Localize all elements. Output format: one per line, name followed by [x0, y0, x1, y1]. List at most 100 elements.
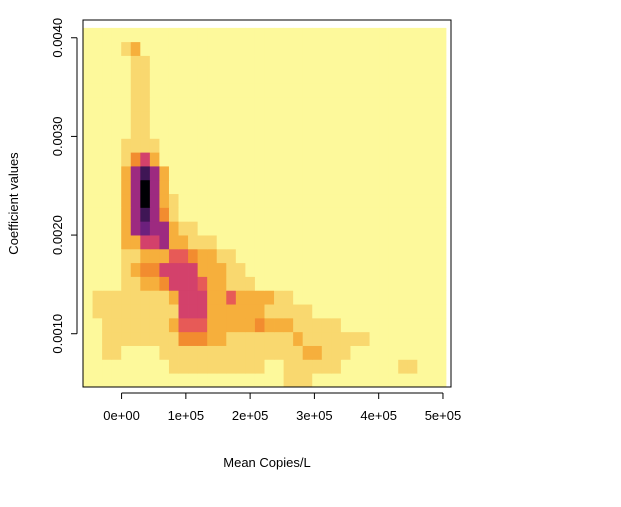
heatmap-cell	[168, 317, 179, 333]
heatmap-cell	[293, 290, 304, 305]
heatmap-cell	[102, 41, 113, 56]
heatmap-cell	[207, 124, 218, 139]
heatmap-cell	[207, 331, 218, 346]
heatmap-cell	[312, 41, 323, 56]
heatmap-cell	[321, 262, 332, 277]
heatmap-cell	[264, 27, 275, 43]
heatmap-cell	[426, 207, 437, 222]
heatmap-cell	[350, 110, 361, 125]
heatmap-cell	[426, 345, 437, 360]
heatmap-cell	[178, 83, 189, 98]
heatmap-cell	[83, 27, 93, 43]
heatmap-cell	[283, 179, 294, 195]
heatmap-cell	[426, 124, 437, 139]
heatmap-cell	[254, 193, 265, 208]
heatmap-cell	[188, 83, 199, 98]
heatmap-cell	[140, 276, 151, 291]
heatmap-cell	[226, 124, 237, 139]
heatmap-cell	[83, 110, 93, 125]
heatmap-cell	[254, 317, 265, 333]
heatmap-cell	[407, 345, 418, 360]
heatmap-cell	[379, 248, 390, 264]
heatmap-cell	[283, 304, 294, 319]
heatmap-cell	[350, 221, 361, 236]
heatmap-cell	[293, 166, 304, 181]
heatmap-cell	[207, 373, 218, 388]
heatmap-cell	[197, 69, 208, 84]
heatmap-cell	[417, 235, 428, 250]
heatmap-cell	[245, 207, 256, 222]
heatmap-cell	[111, 221, 122, 236]
heatmap-cell	[388, 83, 399, 98]
heatmap-cell	[379, 317, 390, 333]
heatmap-cell	[188, 124, 199, 139]
heatmap-cell	[140, 83, 151, 98]
heatmap-cell	[369, 345, 380, 360]
heatmap-cell	[398, 290, 409, 305]
x-tick-label: 5e+05	[425, 408, 462, 423]
heatmap-cell	[111, 41, 122, 56]
heatmap-cell	[102, 290, 113, 305]
heatmap-cell	[216, 69, 227, 84]
heatmap-cell	[130, 110, 141, 125]
heatmap-cell	[360, 55, 370, 70]
heatmap-cell	[360, 207, 370, 222]
heatmap-cell	[168, 110, 179, 125]
heatmap-cell	[274, 317, 284, 333]
heatmap-cell	[178, 317, 189, 333]
heatmap-cell	[369, 96, 380, 112]
heatmap-cell	[140, 290, 151, 305]
heatmap-cell	[168, 152, 179, 167]
heatmap-cell	[197, 152, 208, 167]
heatmap-cell	[369, 55, 380, 70]
heatmap-cell	[331, 69, 342, 84]
heatmap-cell	[235, 235, 246, 250]
heatmap-cell	[398, 138, 409, 153]
heatmap-cell	[321, 235, 332, 250]
heatmap-cell	[197, 110, 208, 125]
heatmap-cell	[188, 331, 199, 346]
heatmap-cell	[312, 193, 323, 208]
heatmap-cell	[149, 96, 160, 112]
heatmap-cell	[407, 276, 418, 291]
heatmap-cell	[121, 41, 132, 56]
heatmap-cell	[140, 55, 151, 70]
heatmap-cell	[254, 345, 265, 360]
heatmap-cell	[426, 304, 437, 319]
heatmap-cell	[369, 235, 380, 250]
heatmap-cell	[398, 69, 409, 84]
heatmap-cell	[331, 248, 342, 264]
heatmap-cell	[111, 96, 122, 112]
heatmap-cell	[159, 262, 170, 277]
heatmap-cell	[159, 27, 170, 43]
heatmap-cell	[407, 248, 418, 264]
heatmap-cell	[92, 262, 103, 277]
heatmap-cell	[321, 110, 332, 125]
heatmap-cell	[302, 290, 313, 305]
heatmap-cell	[140, 235, 151, 250]
heatmap-cell	[245, 152, 256, 167]
heatmap-cell	[379, 262, 390, 277]
heatmap-cell	[207, 152, 218, 167]
heatmap-cell	[321, 221, 332, 236]
heatmap-cell	[312, 290, 323, 305]
heatmap-cell	[254, 83, 265, 98]
heatmap-cell	[140, 304, 151, 319]
heatmap-cell	[83, 304, 93, 319]
heatmap-cell	[92, 207, 103, 222]
heatmap-cell	[216, 166, 227, 181]
heatmap-cell	[417, 179, 428, 195]
heatmap-cell	[436, 27, 447, 43]
heatmap-cell	[121, 331, 132, 346]
heatmap-cell	[293, 276, 304, 291]
heatmap-cell	[360, 179, 370, 195]
heatmap-cell	[83, 152, 93, 167]
heatmap-cell	[197, 138, 208, 153]
heatmap-cell	[140, 41, 151, 56]
heatmap-cell	[436, 248, 447, 264]
heatmap-cell	[436, 235, 447, 250]
heatmap-cell	[111, 262, 122, 277]
heatmap-cell	[254, 110, 265, 125]
heatmap-cell	[350, 69, 361, 84]
heatmap-cell	[360, 27, 370, 43]
